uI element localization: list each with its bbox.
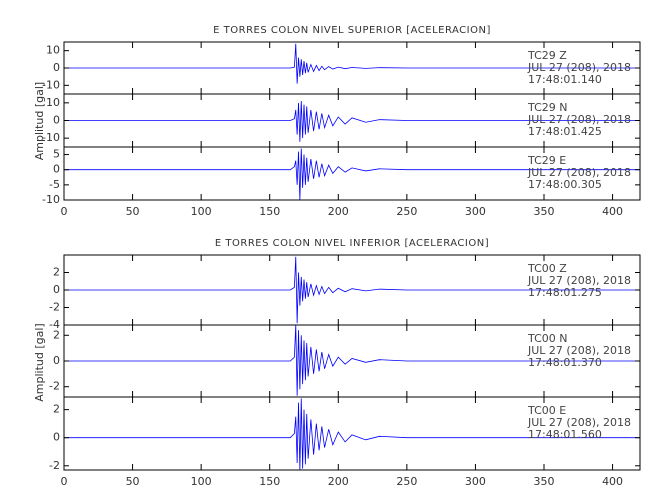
y-tick-label: -10	[42, 193, 60, 206]
y-tick-label: 10	[46, 96, 60, 109]
x-tick-label: 350	[534, 475, 555, 488]
station-annotation: TC00 N	[527, 332, 567, 345]
station-annotation: TC29 Z	[527, 49, 567, 62]
x-tick-label: 300	[465, 205, 486, 218]
y-tick-label: -2	[49, 459, 60, 472]
station-annotation: 17:48:01.275	[528, 286, 602, 299]
x-tick-label: 300	[465, 475, 486, 488]
y-tick-label: 0	[53, 61, 60, 74]
y-tick-label: -5	[49, 178, 60, 191]
y-tick-label: -2	[49, 301, 60, 314]
y-tick-label: 0	[53, 163, 60, 176]
station-annotation: JUL 27 (208), 2018	[527, 113, 631, 126]
station-annotation: JUL 27 (208), 2018	[527, 274, 631, 287]
waveform	[64, 398, 640, 471]
y-axis-label: Amplitud [gal]	[33, 323, 46, 401]
y-tick-label: 0	[53, 114, 60, 127]
station-annotation: TC00 Z	[527, 262, 567, 275]
y-tick-label: 2	[53, 403, 60, 416]
x-tick-label: 150	[259, 205, 280, 218]
y-tick-label: 2	[53, 266, 60, 279]
x-tick-label: 0	[61, 205, 68, 218]
y-tick-label: 5	[53, 148, 60, 161]
x-tick-label: 400	[602, 205, 623, 218]
x-tick-label: 200	[328, 205, 349, 218]
y-tick-label: -10	[42, 78, 60, 91]
station-annotation: 17:48:00.305	[528, 178, 602, 191]
y-tick-label: -10	[42, 131, 60, 144]
waveform	[64, 148, 640, 201]
y-tick-label: 0	[53, 354, 60, 367]
x-tick-label: 350	[534, 205, 555, 218]
y-axis-label: Amplitud [gal]	[33, 82, 46, 160]
station-annotation: TC00 E	[527, 404, 566, 417]
station-annotation: 17:48:01.370	[528, 356, 602, 369]
station-annotation: JUL 27 (208), 2018	[527, 166, 631, 179]
x-tick-label: 250	[396, 205, 417, 218]
waveform	[64, 43, 640, 84]
y-tick-label: 0	[53, 431, 60, 444]
chart-title: E TORRES COLON NIVEL SUPERIOR [ACELERACI…	[213, 25, 491, 36]
x-tick-label: 100	[191, 475, 212, 488]
x-tick-label: 150	[259, 475, 280, 488]
x-tick-label: 200	[328, 475, 349, 488]
x-tick-label: 50	[126, 475, 140, 488]
station-annotation: TC29 E	[527, 154, 566, 167]
x-tick-label: 50	[126, 205, 140, 218]
x-tick-label: 0	[61, 475, 68, 488]
x-tick-label: 400	[602, 475, 623, 488]
station-annotation: JUL 27 (208), 2018	[527, 61, 631, 74]
y-tick-label: -2	[49, 380, 60, 393]
station-annotation: JUL 27 (208), 2018	[527, 344, 631, 357]
y-tick-label: 10	[46, 44, 60, 57]
y-tick-label: 2	[53, 328, 60, 341]
x-tick-label: 250	[396, 475, 417, 488]
station-annotation: 17:48:01.425	[528, 125, 602, 138]
station-annotation: 17:48:01.140	[528, 73, 602, 86]
waveform	[64, 256, 640, 324]
chart-title: E TORRES COLON NIVEL INFERIOR [ACELERACI…	[215, 238, 489, 249]
station-annotation: JUL 27 (208), 2018	[527, 416, 631, 429]
waveform	[64, 324, 640, 396]
y-tick-label: -4	[49, 318, 60, 331]
panel-frame	[63, 396, 641, 471]
waveform	[64, 101, 640, 142]
station-annotation: 17:48:01.560	[528, 428, 602, 441]
station-annotation: TC29 N	[527, 101, 567, 114]
panel-frame	[63, 146, 641, 201]
x-tick-label: 100	[191, 205, 212, 218]
y-tick-label: 0	[53, 283, 60, 296]
